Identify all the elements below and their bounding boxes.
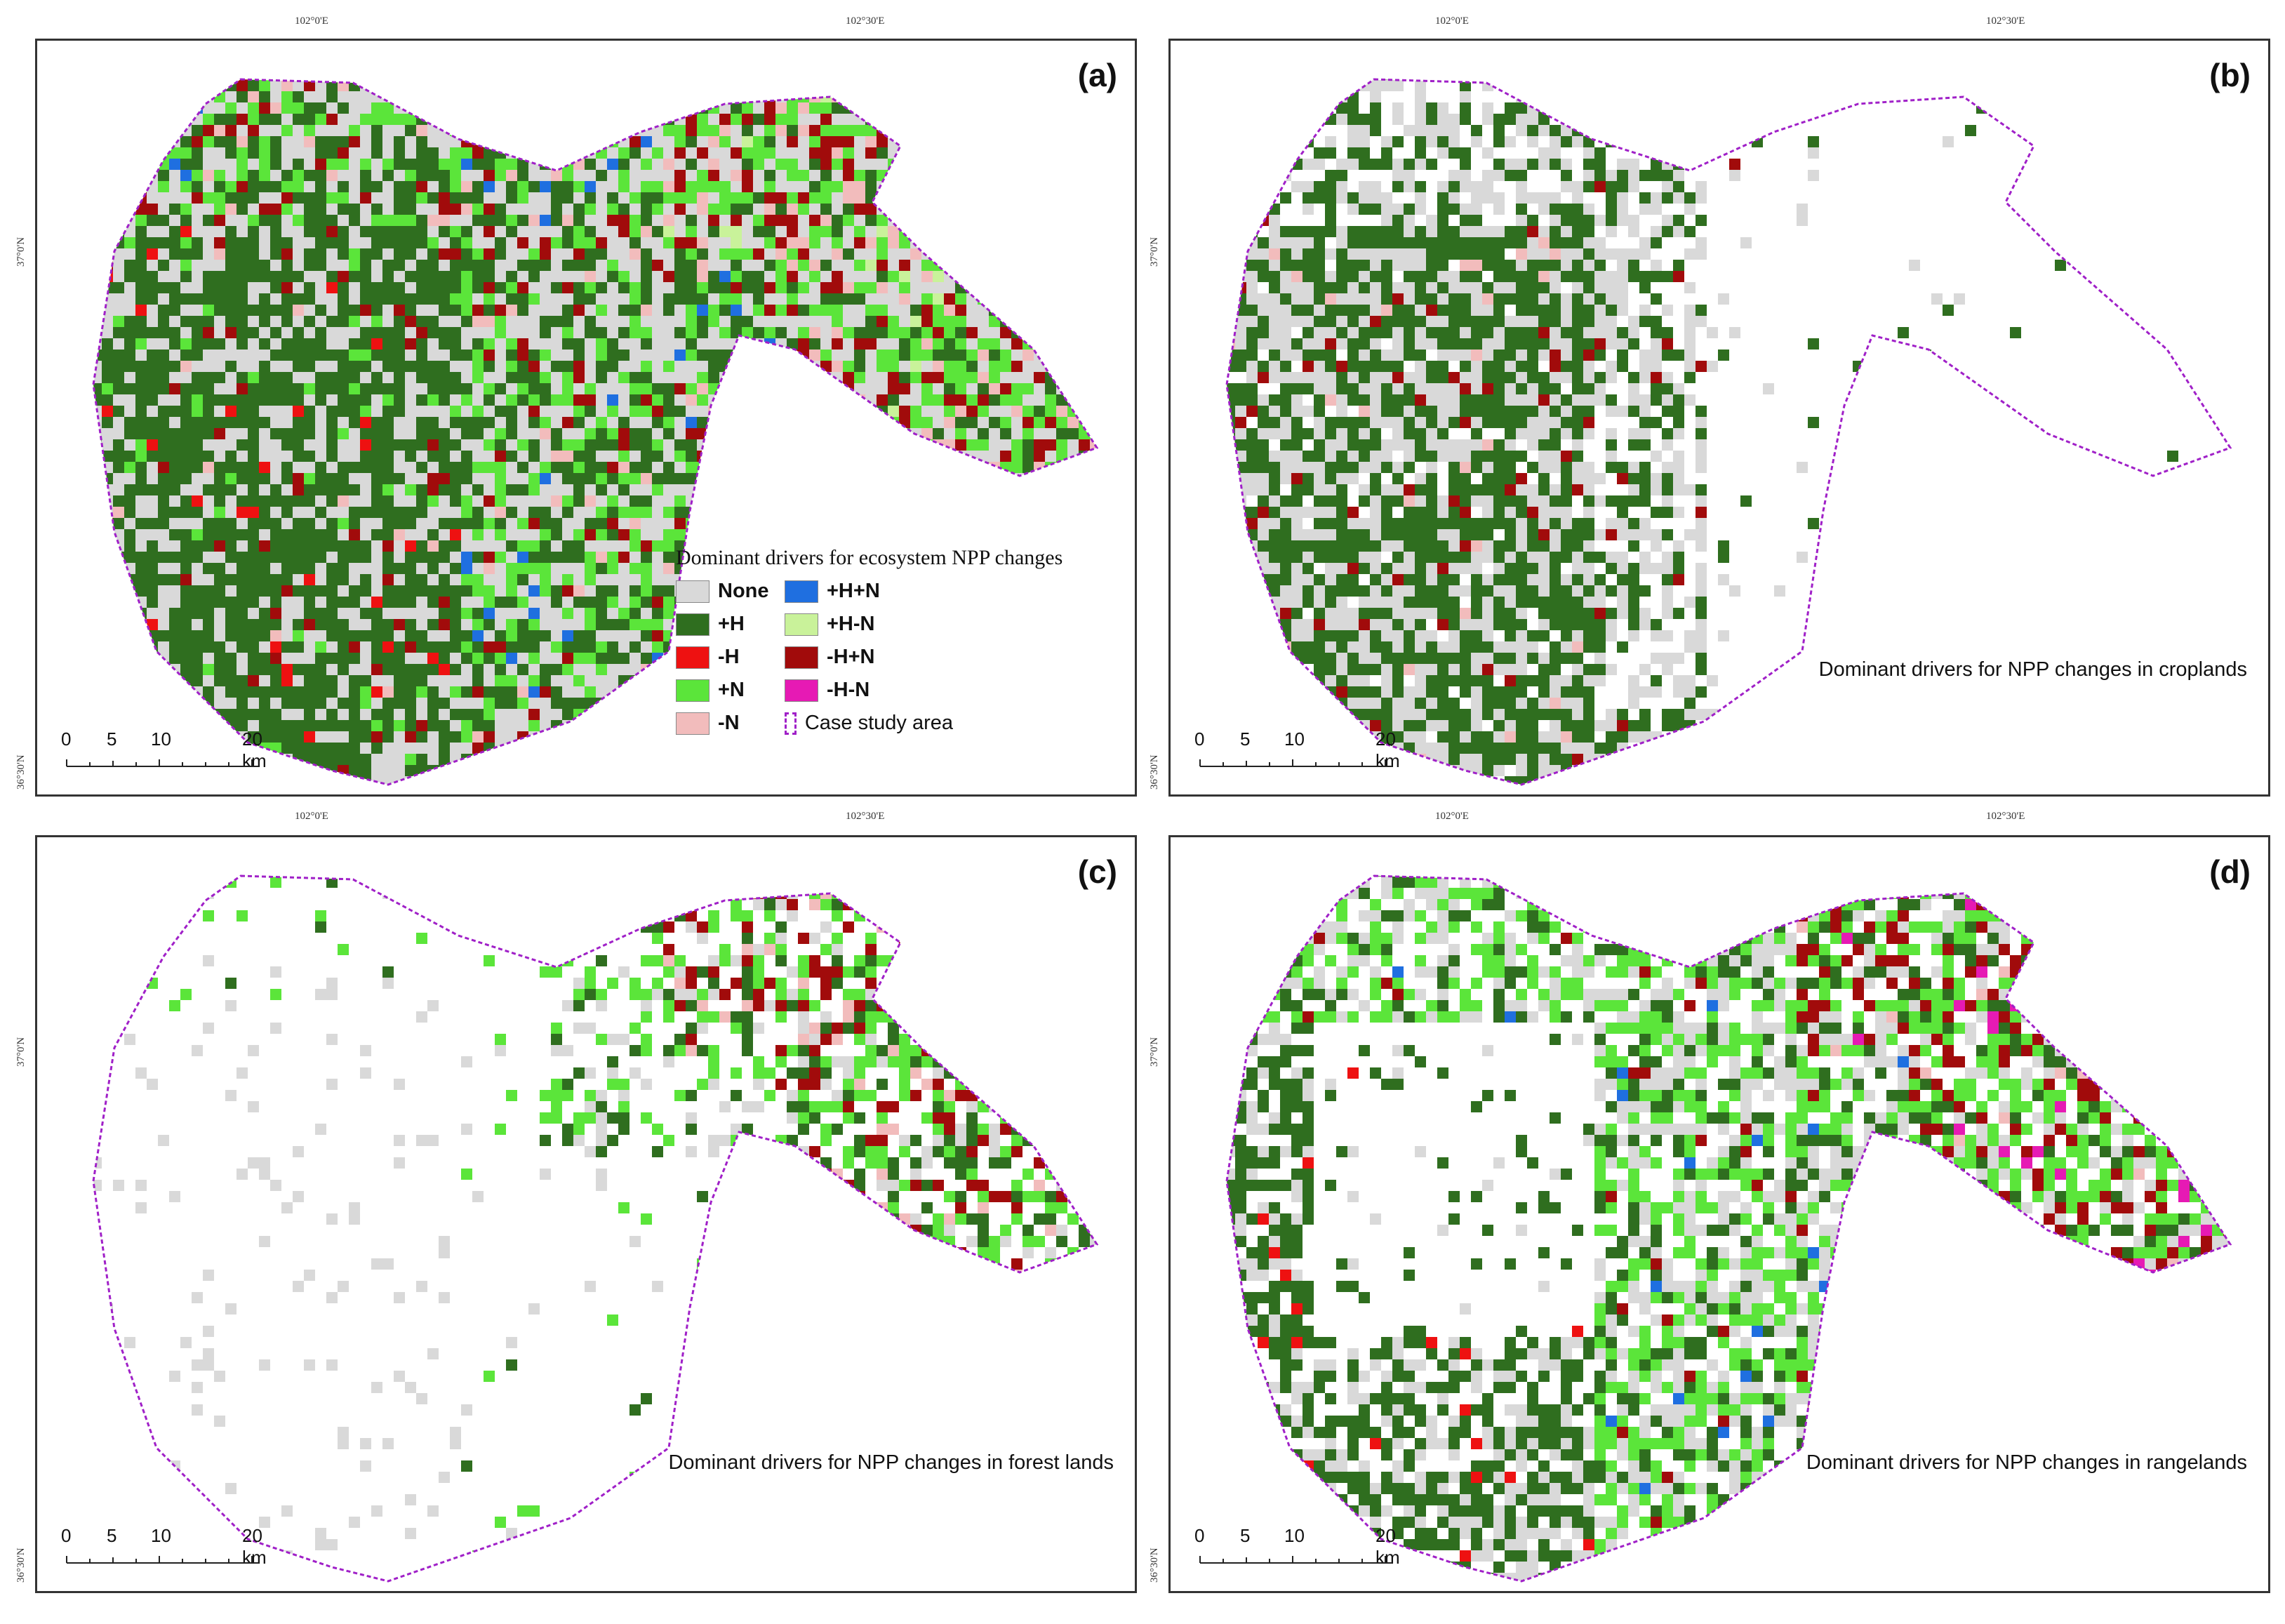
legend: Dominant drivers for ecosystem NPP chang… [676, 546, 1062, 735]
panel-label-c: (c) [1077, 853, 1117, 890]
swatch-pos-h [676, 613, 710, 636]
lon-label-c-top-2: 102°30'E [846, 811, 885, 822]
lon-label-d-top-1: 102°0'E [1435, 811, 1469, 822]
case-study-boundary-b [1225, 78, 2232, 786]
lon-label-b-top-1: 102°0'E [1435, 15, 1469, 27]
case-study-boundary-c [92, 874, 1099, 1583]
legend-item-neg-h-pos-n: -H+N [785, 646, 953, 669]
legend-item-neg-n: -N [676, 712, 785, 735]
scale-bar-b: 0 5 10 20 km [1194, 728, 1400, 771]
map-area-a [92, 78, 1099, 786]
map-area-b [1225, 78, 2232, 786]
legend-item-pos-h-pos-n: +H+N [785, 580, 953, 603]
lon-label-c-top-1: 102°0'E [295, 811, 328, 822]
raster-cells-b [1227, 79, 2223, 785]
legend-item-case-study-area: Case study area [785, 712, 953, 735]
case-study-boundary-d [1225, 874, 2232, 1583]
lat-label-d-1: 37°0'N [1149, 1037, 1160, 1067]
legend-item-neg-h-neg-n: -H-N [785, 679, 953, 702]
legend-item-neg-h: -H [676, 646, 785, 669]
lat-label-b-1: 37°0'N [1149, 237, 1160, 267]
swatch-neg-h-pos-n [785, 646, 818, 669]
panel-label-a: (a) [1077, 57, 1117, 93]
map-area-d [1225, 874, 2232, 1583]
lon-label-b-top-2: 102°30'E [1986, 15, 2025, 27]
map-panel-d: (d) Dominant drivers for NPP changes in … [1168, 835, 2270, 1593]
map-panel-c: (c) Dominant drivers for NPP changes in … [35, 835, 1137, 1593]
lon-label-a-top-2: 102°30'E [846, 15, 885, 27]
panel-label-b: (b) [2209, 57, 2251, 93]
map-panel-a: (a) 0 5 10 20 km Dominant drivers for ec… [35, 39, 1137, 797]
swatch-neg-n [676, 712, 710, 735]
legend-item-none: None [676, 580, 785, 603]
panel-subtitle-d: Dominant drivers for NPP changes in rang… [1806, 1451, 2247, 1474]
swatch-pos-h-pos-n [785, 580, 818, 603]
lon-label-a-top-1: 102°0'E [295, 15, 328, 27]
legend-title: Dominant drivers for ecosystem NPP chang… [676, 546, 1063, 569]
map-panel-b: (b) Dominant drivers for NPP changes in … [1168, 39, 2270, 797]
swatch-pos-h-neg-n [785, 613, 818, 636]
lat-label-d-2: 36°30'N [1149, 1548, 1160, 1583]
panel-subtitle-c: Dominant drivers for NPP changes in fore… [668, 1451, 1114, 1474]
legend-item-pos-n: +N [676, 679, 785, 702]
swatch-none [676, 580, 710, 603]
swatch-neg-h [676, 646, 710, 669]
map-area-c [92, 874, 1099, 1583]
lat-label-c-1: 37°0'N [15, 1037, 27, 1067]
raster-cells-d [1227, 876, 2230, 1581]
raster-cells-c [93, 876, 1097, 1581]
panel-label-d: (d) [2209, 853, 2251, 890]
swatch-boundary [785, 712, 797, 735]
case-study-boundary-a [92, 78, 1099, 786]
lat-label-b-2: 36°30'N [1149, 754, 1160, 790]
panel-subtitle-b: Dominant drivers for NPP changes in crop… [1818, 658, 2247, 681]
lat-label-a-1: 37°0'N [15, 237, 27, 267]
lon-label-d-top-2: 102°30'E [1986, 811, 2025, 822]
swatch-pos-n [676, 679, 710, 702]
legend-item-pos-h: +H [676, 613, 785, 636]
scale-bar-a: 0 5 10 20 km [61, 728, 267, 771]
lat-label-c-2: 36°30'N [15, 1548, 27, 1583]
swatch-neg-h-neg-n [785, 679, 818, 702]
scale-bar-d: 0 5 10 20 km [1194, 1525, 1400, 1568]
legend-item-pos-h-neg-n: +H-N [785, 613, 953, 636]
scale-bar-c: 0 5 10 20 km [61, 1525, 267, 1568]
lat-label-a-2: 36°30'N [15, 754, 27, 790]
